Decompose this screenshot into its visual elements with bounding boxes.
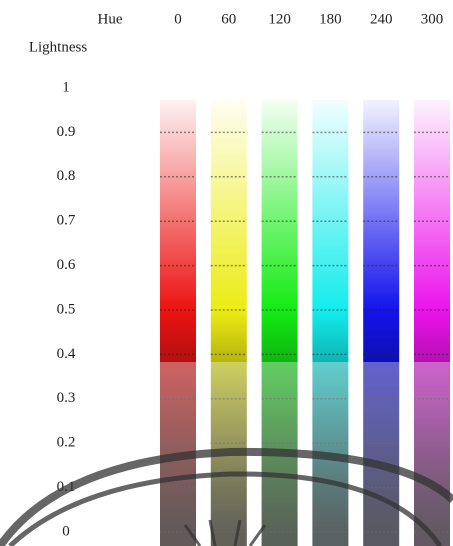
hue-value: 240 [370, 11, 393, 27]
figure: Hue Lightness 1 0.9 0.8 0.7 0.6 0.5 0.4 0.3 0.2 0… [0, 0, 453, 546]
lightness-value: 0 [62, 523, 70, 539]
lightness-value: 0.5 [57, 301, 76, 317]
page: {"header": {"hue_label": "Hue", "hues": … [0, 0, 453, 546]
lightness-value: 0.3 [57, 390, 76, 406]
lightness-value: 0.8 [57, 168, 76, 184]
hue-value: 0 [174, 11, 182, 27]
lightness-label: Lightness [29, 39, 87, 55]
hue-value: 60 [221, 11, 236, 27]
lightness-value: 0.6 [57, 257, 76, 273]
hue-label: Hue [98, 11, 123, 27]
lightness-value: 0.2 [57, 435, 76, 451]
lightness-value: 0.4 [57, 346, 76, 362]
hue-value: 120 [268, 11, 291, 27]
lightness-value: 1 [62, 79, 70, 95]
hue-value: 180 [319, 11, 342, 27]
lightness-value: 0.9 [57, 124, 76, 140]
hue-value: 300 [421, 11, 444, 27]
lightness-value: 0.7 [57, 213, 76, 229]
